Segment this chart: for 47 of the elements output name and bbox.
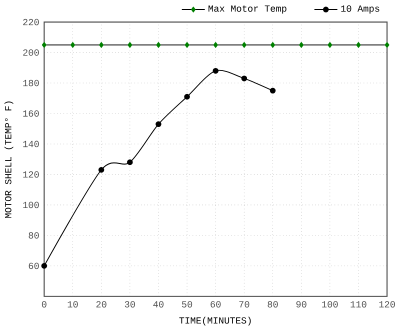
point — [98, 166, 104, 173]
point — [127, 159, 133, 166]
point — [270, 42, 276, 48]
x-tick-label: 40 — [153, 301, 164, 308]
point — [70, 42, 76, 48]
y-tick-label: 120 — [23, 171, 39, 178]
point — [156, 121, 162, 128]
x-tick-label: 10 — [68, 301, 78, 308]
point — [356, 42, 361, 48]
point — [270, 88, 276, 94]
legend-label: 10 Amps — [341, 5, 380, 14]
point — [242, 42, 246, 48]
y-axis-title: MOTOR SHELL (TEMP° F) — [4, 102, 14, 218]
y-tick-label: 100 — [23, 202, 39, 208]
point — [41, 262, 48, 269]
x-tick-label: 20 — [96, 301, 106, 308]
point — [184, 94, 190, 100]
x-tick-label: 80 — [268, 301, 278, 308]
x-tick-label: 0 — [42, 301, 46, 308]
point — [328, 42, 332, 48]
x-tick-label: 100 — [322, 301, 338, 308]
x-tick-label: 70 — [239, 301, 250, 308]
x-tick-label: 120 — [379, 301, 395, 308]
y-tick-label: 80 — [28, 232, 39, 239]
x-tick-label: 110 — [350, 301, 366, 308]
point — [128, 42, 132, 48]
point — [99, 42, 104, 48]
y-tick-label: 200 — [23, 49, 39, 56]
x-axis-title: TIME(MINUTES) — [179, 316, 251, 326]
point — [384, 42, 390, 48]
x-tick-label: 60 — [210, 301, 221, 308]
y-tick-label: 220 — [23, 18, 39, 26]
point — [241, 76, 248, 82]
point — [299, 42, 304, 48]
point — [42, 42, 46, 48]
point — [184, 42, 190, 48]
y-tick-label: 160 — [23, 110, 39, 117]
point — [212, 68, 219, 74]
x-tick-label: 30 — [124, 301, 135, 308]
y-tick-label: 180 — [23, 80, 39, 86]
point — [213, 42, 218, 48]
y-tick-label: 60 — [28, 262, 39, 270]
x-tick-label: 50 — [182, 301, 192, 308]
x-tick-label: 90 — [296, 301, 306, 308]
legend-label: Max Motor Temp — [208, 5, 286, 14]
y-tick-label: 140 — [23, 140, 39, 148]
point — [156, 42, 161, 48]
